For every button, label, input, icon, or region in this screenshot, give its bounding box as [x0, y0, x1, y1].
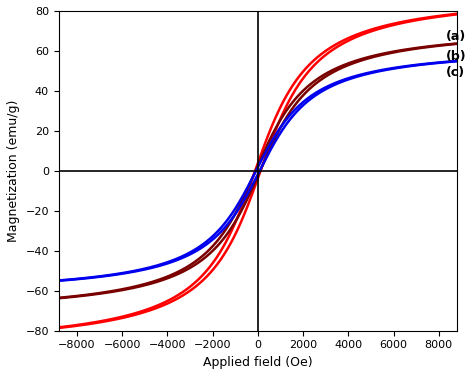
Text: (c): (c): [446, 67, 465, 79]
Y-axis label: Magnetization (emu/g): Magnetization (emu/g): [7, 100, 20, 242]
Text: (b): (b): [446, 50, 466, 64]
Text: (a): (a): [446, 30, 466, 44]
X-axis label: Applied field (Oe): Applied field (Oe): [203, 356, 313, 369]
